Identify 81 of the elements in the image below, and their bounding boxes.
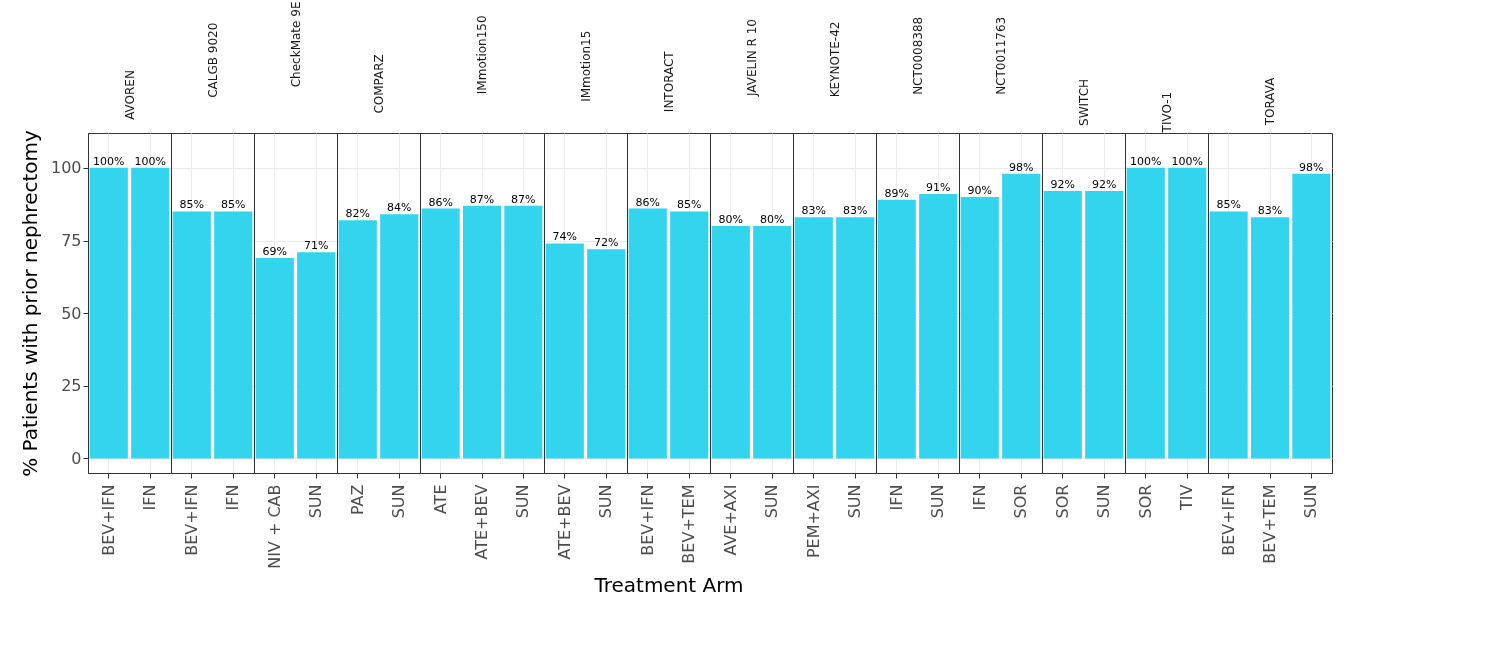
chart-title: KEYNOTE-42 xyxy=(827,21,842,98)
chart-title: TORAVA xyxy=(1263,76,1277,127)
x-tick-label: SUN xyxy=(1301,484,1321,519)
x-tick-label: TIV xyxy=(1177,484,1197,511)
data-label: 83% xyxy=(801,204,826,218)
x-tick-label: BEV+TEM xyxy=(679,484,699,564)
y-tick-label: 0 xyxy=(71,448,82,468)
data-label: 86% xyxy=(428,195,453,209)
data-label: 69% xyxy=(262,244,287,258)
x-tick-label: ATE+BEV xyxy=(554,484,574,560)
data-label: 87% xyxy=(511,192,536,206)
x-tick-label: IFN xyxy=(223,484,243,511)
data-label: 98% xyxy=(1009,160,1034,174)
data-label: 85% xyxy=(1216,198,1241,212)
x-tick-label: SUN xyxy=(389,484,409,519)
data-label: 82% xyxy=(345,207,370,221)
y-tick-label: 100 xyxy=(50,158,82,178)
x-tick-label: AVE+AXI xyxy=(720,484,740,556)
x-tick-label: SOR xyxy=(1011,484,1031,519)
data-label: 80% xyxy=(718,212,743,226)
data-label: 83% xyxy=(843,204,868,218)
x-tick-label: SUN xyxy=(306,484,326,519)
chart-title: TIVO-1 xyxy=(1159,91,1174,134)
data-label: 100% xyxy=(1171,154,1203,168)
x-tick-label: BEV+TEM xyxy=(1260,484,1279,564)
chart-title: CheckMate 9E xyxy=(288,1,303,88)
x-tick-label: SUN xyxy=(596,484,616,519)
chart-title: INTORACT xyxy=(661,50,676,113)
y-tick-label: 25 xyxy=(61,376,82,396)
x-axis-title: Treatment Arm xyxy=(593,572,744,597)
x-tick-label: IFN xyxy=(886,484,906,511)
data-label: 74% xyxy=(552,230,577,244)
data-label: 84% xyxy=(387,201,412,215)
data-label: 100% xyxy=(1130,154,1162,168)
data-label: 92% xyxy=(1092,178,1117,192)
data-label: 87% xyxy=(469,192,495,206)
data-label: 100% xyxy=(93,154,125,168)
chart-title: COMPARZ xyxy=(371,54,386,114)
chart-title: NCT0008388 xyxy=(910,16,925,95)
data-label: 85% xyxy=(221,198,246,212)
x-tick-label: SUN xyxy=(845,484,865,519)
x-tick-label: IFN xyxy=(969,484,989,511)
y-axis-title: % Patients with prior nephrectomy xyxy=(17,130,42,477)
data-label: 100% xyxy=(134,154,166,168)
x-tick-label: PEM+AXI xyxy=(803,484,823,559)
data-label: 89% xyxy=(884,186,909,200)
data-label: 85% xyxy=(179,198,204,212)
chart-title: IMmotion150 xyxy=(475,15,489,95)
data-label: 71% xyxy=(304,239,329,253)
chart-title: JAVELIN R 10 xyxy=(744,19,759,97)
data-label: 86% xyxy=(635,195,660,209)
data-label: 98% xyxy=(1299,160,1324,174)
data-label: 72% xyxy=(594,236,619,250)
chart-title: IMmotion15 xyxy=(578,30,593,102)
x-tick-label: IFN xyxy=(140,484,160,511)
chart-title: NCT0011763 xyxy=(993,16,1008,95)
data-label: 85% xyxy=(677,198,702,212)
x-tick-label: ATE xyxy=(430,484,450,515)
chart-title: CALGB 9020 xyxy=(205,22,220,98)
x-tick-label: ATE+BEV xyxy=(472,484,491,560)
x-tick-label: BEV+IFN xyxy=(637,484,657,556)
data-label: 90% xyxy=(967,183,992,197)
data-label: 80% xyxy=(760,212,785,226)
data-label: 91% xyxy=(926,181,951,195)
x-tick-label: SOR xyxy=(1135,484,1155,519)
x-tick-label: SUN xyxy=(928,484,948,519)
x-tick-label: SOR xyxy=(1052,484,1072,519)
y-tick-label: 50 xyxy=(61,303,82,323)
data-label: 92% xyxy=(1050,178,1075,192)
x-tick-label: SUN xyxy=(762,484,782,519)
x-tick-label: PAZ xyxy=(347,484,367,516)
chart-title: AVOREN xyxy=(122,70,137,120)
y-tick-label: 75 xyxy=(61,231,82,251)
x-tick-label: BEV+IFN xyxy=(1218,484,1238,556)
chart-title: SWITCH xyxy=(1076,78,1091,126)
x-tick-label: NIV + CAB xyxy=(264,484,284,569)
data-label: 83% xyxy=(1257,204,1283,218)
x-tick-label: BEV+IFN xyxy=(181,484,201,556)
x-tick-label: BEV+IFN xyxy=(98,484,118,556)
x-tick-label: SUN xyxy=(513,484,533,519)
x-tick-label: SUN xyxy=(1094,484,1114,519)
